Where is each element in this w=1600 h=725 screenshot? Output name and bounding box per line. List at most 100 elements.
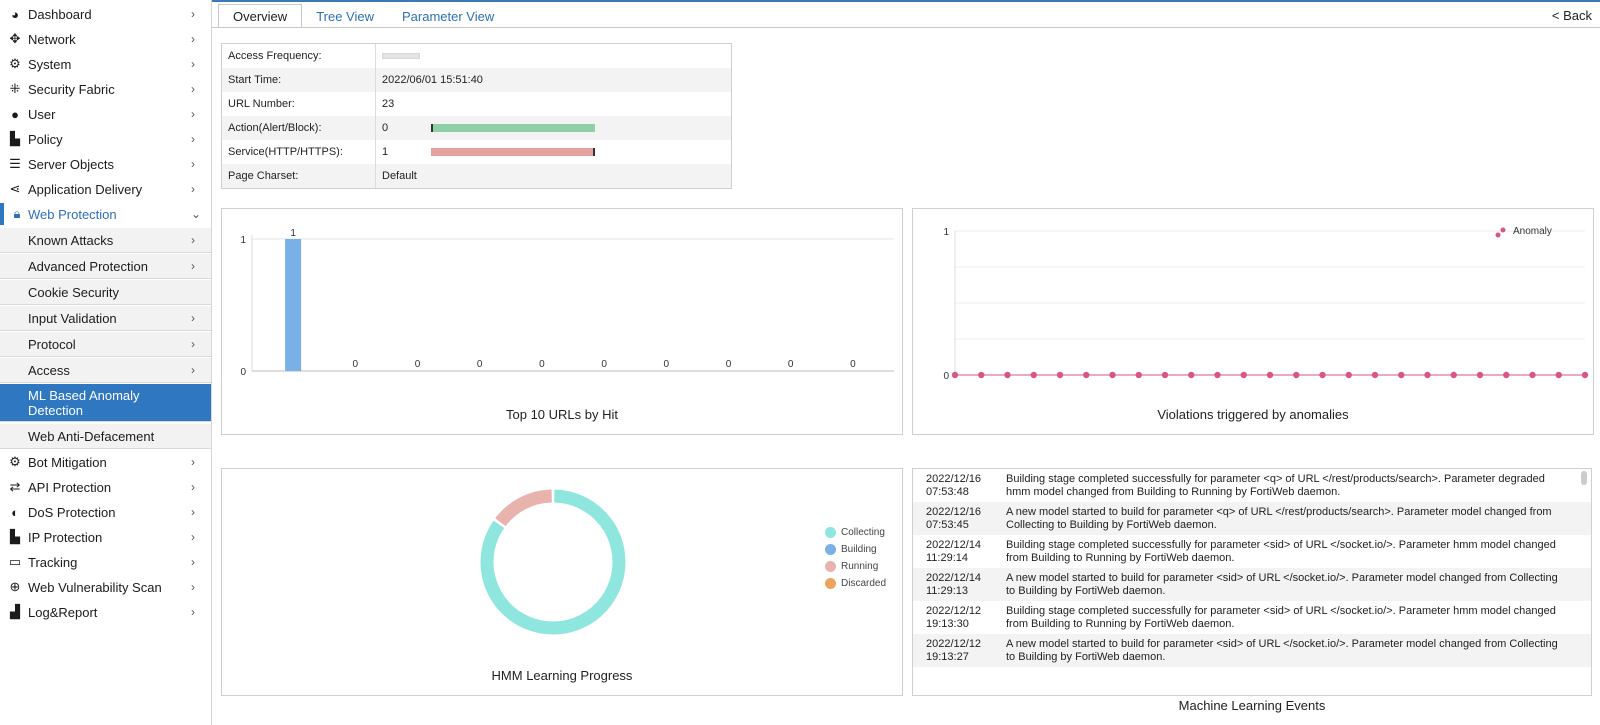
chevron-right-icon: › [191, 530, 195, 544]
chevron-right-icon: › [191, 32, 195, 46]
event-date: 2022/12/12 [926, 638, 982, 650]
chevron-down-icon: ⌄ [191, 207, 202, 221]
y-tick-label: 0 [943, 371, 949, 382]
tab-overview[interactable]: Overview [218, 4, 303, 28]
sidebar-item-web-vulnerability-scan[interactable]: ⊕ Web Vulnerability Scan › [0, 577, 211, 597]
data-label: 0 [726, 359, 732, 370]
chevron-right-icon: › [191, 57, 195, 71]
legend-label: Anomaly [1513, 226, 1552, 237]
sidebar-subitem-advanced-protection[interactable]: Advanced Protection › [0, 254, 211, 279]
sidebar-item-application-delivery[interactable]: ⋖ Application Delivery › [0, 179, 211, 199]
table-row: Start Time: 2022/06/01 15:51:40 [222, 68, 731, 92]
lock-icon: 🔒︎ [13, 206, 21, 221]
event-time: 07:53:45 [926, 519, 969, 531]
user-icon: ● [11, 106, 19, 122]
legend-item: Running [825, 561, 886, 572]
sidebar-item-security-fabric[interactable]: ⁜ Security Fabric › [0, 79, 211, 99]
event-row: 2022/12/14 11:29:14 Building stage complet… [913, 535, 1591, 568]
sidebar-subitem-ml-anomaly-detection[interactable]: ML Based Anomaly Detection [0, 384, 211, 422]
sidebar-subitem-access[interactable]: Access › [0, 358, 211, 383]
event-message: Building stage completed successfully fo… [1006, 605, 1556, 630]
hmm-panel: Collecting Building Running Discarded HM… [221, 468, 903, 696]
chart-icon: ▟ [10, 604, 20, 619]
event-message: Building stage completed successfully fo… [1006, 473, 1545, 498]
table-row: Service(HTTP/HTTPS): 1 [222, 140, 731, 164]
data-point [1266, 371, 1274, 379]
event-message: Building stage completed successfully fo… [1006, 539, 1556, 564]
sidebar-item-ip-protection[interactable]: ▙ IP Protection › [0, 527, 211, 547]
event-time: 19:13:27 [926, 651, 969, 663]
data-point [1293, 371, 1300, 379]
ml-events-rows: 2022/12/16 07:53:48 Building stage complet… [913, 469, 1591, 667]
shield-icon: ◐ [11, 504, 19, 520]
table-row: Page Charset: Default [222, 164, 731, 188]
chevron-right-icon: › [191, 580, 195, 594]
page-charset-value: Default [382, 170, 417, 182]
event-timestamp: 2022/12/14 11:29:14 [913, 539, 1006, 565]
service-label: Service(HTTP/HTTPS): [222, 140, 376, 164]
bar [285, 239, 302, 371]
legend-dot [825, 527, 836, 538]
sidebar-item-bot-mitigation[interactable]: ⚙ Bot Mitigation › [0, 452, 211, 472]
chevron-right-icon: › [191, 82, 195, 96]
sidebar-subitem-known-attacks[interactable]: Known Attacks › [0, 228, 211, 253]
sidebar-subitem-web-anti-defacement[interactable]: Web Anti-Defacement [0, 424, 211, 449]
event-timestamp: 2022/12/12 19:13:27 [913, 638, 1006, 664]
sidebar-item-dashboard[interactable]: ◕ Dashboard › [0, 4, 211, 24]
sidebar-subitem-cookie-security[interactable]: Cookie Security [0, 280, 211, 305]
legend-marker [1500, 227, 1506, 233]
sidebar-item-policy[interactable]: ▙ Policy › [0, 129, 211, 149]
chevron-right-icon: › [191, 555, 195, 569]
event-row: 2022/12/16 07:53:48 Building stage complet… [913, 469, 1591, 502]
legend-item: Discarded [825, 578, 886, 589]
y-tick-label: 1 [943, 227, 949, 238]
scan-icon: ⊕ [9, 579, 21, 594]
data-point [1030, 371, 1037, 379]
gear-icon: ⚙ [9, 56, 21, 71]
data-point [1161, 371, 1169, 379]
laptop-icon: ▭ [8, 554, 22, 569]
sidebar-item-network[interactable]: ✥ Network › [0, 29, 211, 49]
back-link[interactable]: < Back [1551, 8, 1592, 23]
sidebar-subitem-protocol[interactable]: Protocol › [0, 332, 211, 357]
sidebar-item-web-protection[interactable]: 🔒︎ Web Protection ⌄ [0, 203, 211, 225]
sidebar-item-user[interactable]: ● User › [0, 104, 211, 124]
donut-slice [495, 489, 553, 527]
data-label: 0 [353, 359, 359, 370]
chevron-right-icon: › [191, 605, 195, 619]
sidebar-item-server-objects[interactable]: ☰ Server Objects › [0, 154, 211, 174]
data-point [1581, 371, 1589, 379]
event-date: 2022/12/14 [926, 539, 982, 551]
tab-tree-view[interactable]: Tree View [316, 8, 374, 24]
data-point [1240, 371, 1247, 379]
server-icon: ☰ [9, 156, 21, 171]
event-message: A new model started to build for paramet… [1006, 506, 1552, 531]
chevron-right-icon: › [191, 337, 195, 351]
table-row: Access Frequency: [222, 44, 731, 68]
data-point [1188, 371, 1195, 379]
ip-icon: ▙ [10, 529, 20, 544]
chevron-right-icon: › [191, 480, 195, 494]
chevron-right-icon: › [191, 157, 195, 171]
data-label: 1 [290, 228, 296, 239]
ml-events-list[interactable]: 2022/12/16 07:53:48 Building stage complet… [912, 468, 1592, 696]
sidebar-item-dos-protection[interactable]: ◐ DoS Protection › [0, 502, 211, 522]
chevron-right-icon: › [191, 182, 195, 196]
data-point [978, 371, 985, 379]
sidebar-subitem-input-validation[interactable]: Input Validation › [0, 306, 211, 331]
chevron-right-icon: › [191, 311, 195, 325]
data-point [1319, 371, 1326, 379]
hmm-legend: Collecting Building Running Discarded [825, 527, 886, 595]
tab-parameter-view[interactable]: Parameter View [402, 8, 495, 24]
event-date: 2022/12/12 [926, 605, 982, 617]
policy-icon: ▙ [10, 131, 20, 146]
scrollbar[interactable] [1581, 471, 1587, 485]
page-charset-label: Page Charset: [222, 164, 376, 188]
sidebar-item-log-report[interactable]: ▟ Log&Report › [0, 602, 211, 622]
data-label: 0 [664, 359, 670, 370]
sidebar-item-api-protection[interactable]: ⇄ API Protection › [0, 477, 211, 497]
data-label: 0 [539, 359, 545, 370]
sidebar-item-tracking[interactable]: ▭ Tracking › [0, 552, 211, 572]
chevron-right-icon: › [191, 107, 195, 121]
sidebar-item-system[interactable]: ⚙ System › [0, 54, 211, 74]
